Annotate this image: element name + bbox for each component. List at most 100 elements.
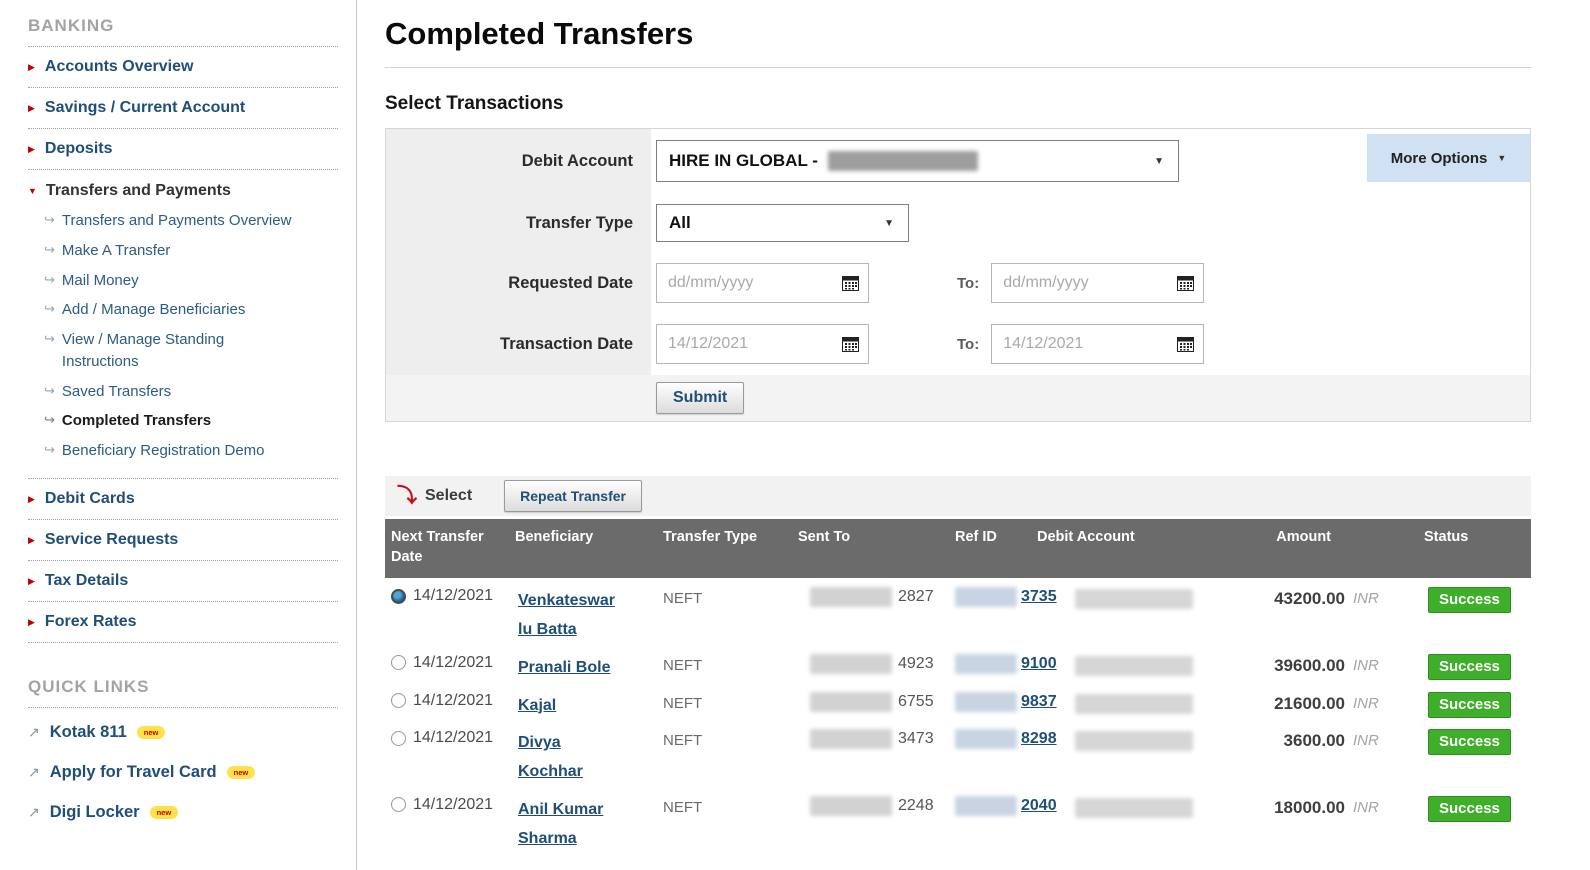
main-content: Completed Transfers Select Transactions … [385,0,1531,854]
requested-date-to-input[interactable]: dd/mm/yyyy [991,263,1205,303]
submit-button[interactable]: Submit [656,382,745,414]
select-transactions-heading: Select Transactions [385,93,564,114]
sub-arrow-icon: ↪ [44,212,55,227]
beneficiary-link[interactable]: Venkateswarlu Batta [518,592,615,638]
beneficiary-link[interactable]: Anil Kumar Sharma [518,800,604,847]
col-amount: Amount [1276,529,1331,545]
sidebar-divider [356,0,357,870]
table-row: 14/12/2021 Pranali Bole NEFT 4923 9100 3… [385,645,1531,683]
ref-id-link[interactable]: 9837 [1021,692,1057,710]
masked-text [810,795,892,816]
row-radio[interactable] [391,730,406,746]
row-radio[interactable] [391,588,406,604]
masked-text [1075,589,1193,610]
sidebar-item-view-manage-standing-instructions[interactable]: ↪ View / Manage Standing Instructions [28,325,338,377]
sub-arrow-icon: ↪ [44,301,55,317]
row-radio[interactable] [391,693,406,709]
masked-text [1075,731,1193,752]
sidebar-item-service-requests[interactable]: ▶ Service Requests [28,520,338,561]
sidebar-group-transfers-and-payments: ▼ Transfers and Payments ↪ Transfers and… [28,170,338,479]
masked-text [810,653,892,674]
sidebar: BANKING ▶ Accounts Overview ▶ Savings / … [0,0,356,870]
red-arrow-icon: ▶ [28,62,35,72]
quick-link-apply-travel-card[interactable]: ↗ Apply for Travel Card new [28,748,338,788]
sidebar-item-beneficiary-registration-demo[interactable]: ↪ Beneficiary Registration Demo [28,436,338,466]
sub-arrow-icon: ↪ [44,412,55,428]
calendar-icon[interactable] [842,275,859,291]
ref-id-link[interactable]: 8298 [1021,730,1057,748]
sub-arrow-icon: ↪ [44,382,55,398]
red-arrow-down-icon: ▼ [28,186,37,196]
select-label: Select [425,487,473,504]
masked-account-number [827,151,978,171]
row-radio[interactable] [391,797,406,813]
masked-text [955,795,1017,816]
dropdown-arrow-icon: ▼ [1154,155,1164,167]
beneficiary-link[interactable]: Pranali Bole [518,658,611,676]
red-arrow-icon: ▶ [28,575,35,586]
sidebar-section-quick-links: QUICK LINKS [28,677,338,708]
requested-date-from-input[interactable]: dd/mm/yyyy [656,263,869,303]
col-ref-id: Ref ID [955,529,997,545]
calendar-icon[interactable] [1177,336,1195,352]
col-debit-account: Debit Account [1037,529,1135,545]
sidebar-item-forex-rates[interactable]: ▶ Forex Rates [28,602,338,643]
more-options-button[interactable]: More Options ▼ [1367,134,1530,182]
ref-id-link[interactable]: 2040 [1021,796,1057,814]
transaction-date-to-input[interactable]: 14/12/2021 [991,324,1205,364]
ref-id-link[interactable]: 3735 [1021,588,1057,606]
transaction-date-to-label: To: [957,335,980,353]
masked-text [1075,693,1193,714]
beneficiary-link[interactable]: Kajal [518,696,557,714]
red-arrow-icon: ▶ [28,493,35,504]
calendar-icon[interactable] [1177,275,1195,291]
sidebar-item-debit-cards[interactable]: ▶ Debit Cards [28,479,338,520]
col-beneficiary: Beneficiary [515,529,594,545]
chevron-down-icon: ▼ [1497,153,1507,163]
debit-account-label: Debit Account [386,129,651,193]
table-action-bar: ⤵ Select Repeat Transfer [385,476,1531,516]
title-divider [385,67,1531,68]
calendar-icon[interactable] [842,336,859,352]
sidebar-item-completed-transfers[interactable]: ↪ Completed Transfers [28,406,338,436]
table-row: 14/12/2021 Divya Kochhar NEFT 3473 8298 … [385,720,1531,787]
masked-text [810,691,892,712]
red-arrow-icon: ▶ [28,103,35,113]
new-badge: new [136,725,166,739]
requested-date-to-label: To: [957,274,980,292]
row-radio[interactable] [391,655,406,671]
sidebar-item-transfers-and-payments[interactable]: ▼ Transfers and Payments [28,182,231,199]
col-status: Status [1424,529,1469,545]
sub-arrow-icon: ↪ [44,241,55,257]
transaction-date-from-input[interactable]: 14/12/2021 [656,324,869,364]
status-badge: Success [1428,653,1511,680]
sidebar-item-saved-transfers[interactable]: ↪ Saved Transfers [28,377,338,407]
quick-link-kotak-811[interactable]: ↗ Kotak 811 new [28,708,338,748]
sidebar-item-transfers-overview[interactable]: ↪ Transfers and Payments Overview [28,206,338,236]
sidebar-item-add-manage-beneficiaries[interactable]: ↪ Add / Manage Beneficiaries [28,295,338,325]
sidebar-item-accounts-overview[interactable]: ▶ Accounts Overview [28,47,338,88]
sidebar-item-make-a-transfer[interactable]: ↪ Make A Transfer [28,236,338,266]
sidebar-item-mail-money[interactable]: ↪ Mail Money [28,266,338,296]
beneficiary-link[interactable]: Divya Kochhar [518,734,583,781]
ref-id-link[interactable]: 9100 [1021,654,1057,672]
table-row: 14/12/2021 Venkateswarlu Batta NEFT 2827… [385,578,1531,645]
masked-text [810,729,892,750]
sub-arrow-icon: ↪ [44,442,55,457]
quick-arrow-icon: ↗ [28,803,40,820]
debit-account-select[interactable]: HIRE IN GLOBAL - ▼ [656,140,1179,182]
masked-text [1075,797,1193,818]
masked-text [955,729,1017,750]
repeat-transfer-button[interactable]: Repeat Transfer [504,480,642,512]
quick-arrow-icon: ↗ [28,763,40,780]
status-badge: Success [1428,795,1511,822]
sidebar-item-tax-details[interactable]: ▶ Tax Details [28,561,338,602]
masked-text [955,653,1017,674]
sidebar-item-savings-current-account[interactable]: ▶ Savings / Current Account [28,88,338,129]
quick-link-digi-locker[interactable]: ↗ Digi Locker new [28,788,338,828]
status-badge: Success [1428,691,1511,718]
transfer-type-select[interactable]: All ▼ [656,204,909,242]
col-sent-to: Sent To [798,529,851,545]
requested-date-label: Requested Date [386,253,651,313]
sidebar-item-deposits[interactable]: ▶ Deposits [28,129,338,170]
